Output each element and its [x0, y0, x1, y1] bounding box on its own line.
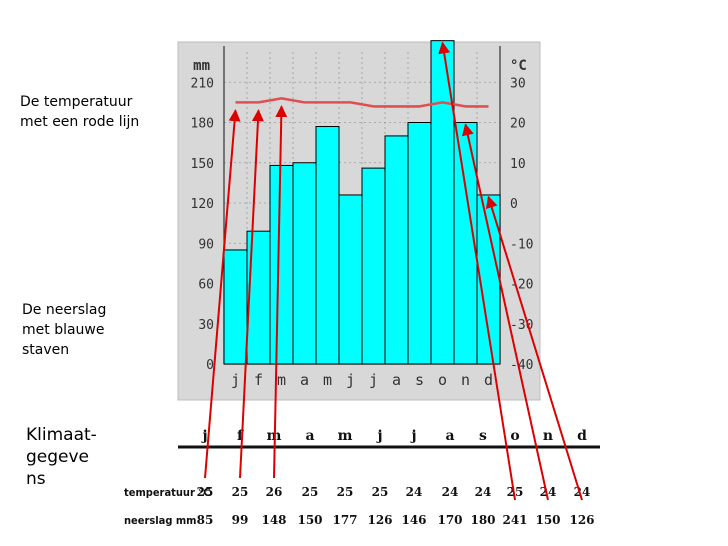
precipitation-bar	[292, 162, 317, 365]
annotation-line: met blauwe	[22, 322, 105, 338]
annotation-arrow	[438, 41, 516, 501]
precipitation-bar	[407, 122, 432, 365]
month-label: s	[415, 371, 424, 389]
annotation-line: met een rode lijn	[20, 114, 140, 130]
table-cell: 25	[302, 485, 319, 499]
month-label: j	[346, 371, 355, 389]
month-label: a	[392, 371, 401, 389]
table-month: s	[479, 428, 487, 444]
left-tick-label: 90	[198, 237, 214, 252]
table-row-label: temperatuur °C	[124, 486, 210, 499]
left-axis-unit: mm	[193, 58, 210, 74]
table-cell: 24	[442, 485, 459, 499]
table-cell: 148	[261, 513, 286, 527]
left-tick-label: 180	[191, 117, 214, 132]
temperature-line	[235, 97, 489, 108]
annotation-temperature: De temperatuur met een rode lijn	[20, 92, 170, 132]
table-cell: 99	[232, 513, 249, 527]
precipitation-bar	[269, 164, 294, 365]
table-cell: 25	[232, 485, 249, 499]
month-label: o	[438, 371, 447, 389]
annotation-arrow	[204, 109, 241, 479]
precipitation-bar	[338, 194, 363, 365]
table-cell: 180	[470, 513, 495, 527]
precipitation-bar	[315, 126, 340, 365]
table-cell: 25	[197, 485, 214, 499]
left-tick-label: 60	[198, 278, 214, 293]
table-cell: 170	[437, 513, 462, 527]
table-month: n	[543, 428, 553, 444]
month-label: n	[461, 371, 470, 389]
annotation-precipitation: De neerslag met blauwe staven	[22, 300, 142, 360]
table-month: m	[338, 428, 353, 444]
table-cell: 150	[535, 513, 560, 527]
precipitation-bar	[361, 167, 386, 365]
table-cell: 150	[297, 513, 322, 527]
left-tick-label: 210	[191, 76, 214, 91]
table-row-label: neerslag mm	[124, 514, 196, 527]
table-cell: 126	[367, 513, 392, 527]
month-label: d	[484, 371, 493, 389]
right-tick-label: 30	[510, 76, 526, 91]
left-tick-label: 150	[191, 157, 214, 172]
right-tick-label: -40	[510, 358, 533, 373]
table-cell: 24	[540, 485, 557, 499]
table-month: a	[305, 428, 314, 444]
precipitation-bar	[384, 135, 409, 365]
table-cell: 24	[475, 485, 492, 499]
table-month: j	[375, 428, 382, 444]
table-cell: 25	[337, 485, 354, 499]
right-axis-unit: °C	[510, 58, 527, 74]
left-tick-label: 30	[198, 318, 214, 333]
month-label: m	[277, 371, 286, 389]
right-tick-label: 0	[510, 197, 518, 212]
annotation-arrow	[273, 105, 288, 479]
right-tick-label: 10	[510, 157, 526, 172]
month-label: j	[369, 371, 378, 389]
annotation-line: De neerslag	[22, 302, 107, 318]
table-month: j	[200, 428, 207, 444]
month-label: j	[231, 371, 240, 389]
annotation-climate-data: Klimaat- gegeve ns	[26, 424, 106, 490]
table-cell: 24	[406, 485, 423, 499]
table-month: a	[445, 428, 454, 444]
table-cell: 126	[569, 513, 594, 527]
annotation-line: staven	[22, 342, 70, 358]
annotation-arrow	[485, 195, 583, 501]
table-month: d	[577, 428, 587, 444]
right-tick-label: -10	[510, 237, 533, 252]
annotation-line: Klimaat-	[26, 425, 97, 445]
table-cell: 146	[401, 513, 426, 527]
right-tick-label: 20	[510, 117, 526, 132]
table-month: f	[237, 428, 244, 444]
left-tick-label: 0	[206, 358, 214, 373]
table-cell: 177	[332, 513, 357, 527]
table-cell: 85	[197, 513, 214, 527]
table-cell: 25	[507, 485, 524, 499]
month-label: m	[323, 371, 332, 389]
annotation-arrow	[461, 123, 549, 501]
table-cell: 241	[502, 513, 527, 527]
month-label: a	[300, 371, 309, 389]
annotation-arrow	[239, 109, 264, 479]
table-month: o	[510, 428, 519, 444]
table-cell: 26	[266, 485, 283, 499]
precipitation-bar	[223, 249, 248, 365]
annotation-line: ns	[26, 469, 46, 489]
table-cell: 25	[372, 485, 389, 499]
left-tick-label: 120	[191, 197, 214, 212]
annotation-line: De temperatuur	[20, 94, 133, 110]
month-label: f	[254, 371, 263, 389]
table-month: j	[409, 428, 416, 444]
annotation-line: gegeve	[26, 447, 90, 467]
